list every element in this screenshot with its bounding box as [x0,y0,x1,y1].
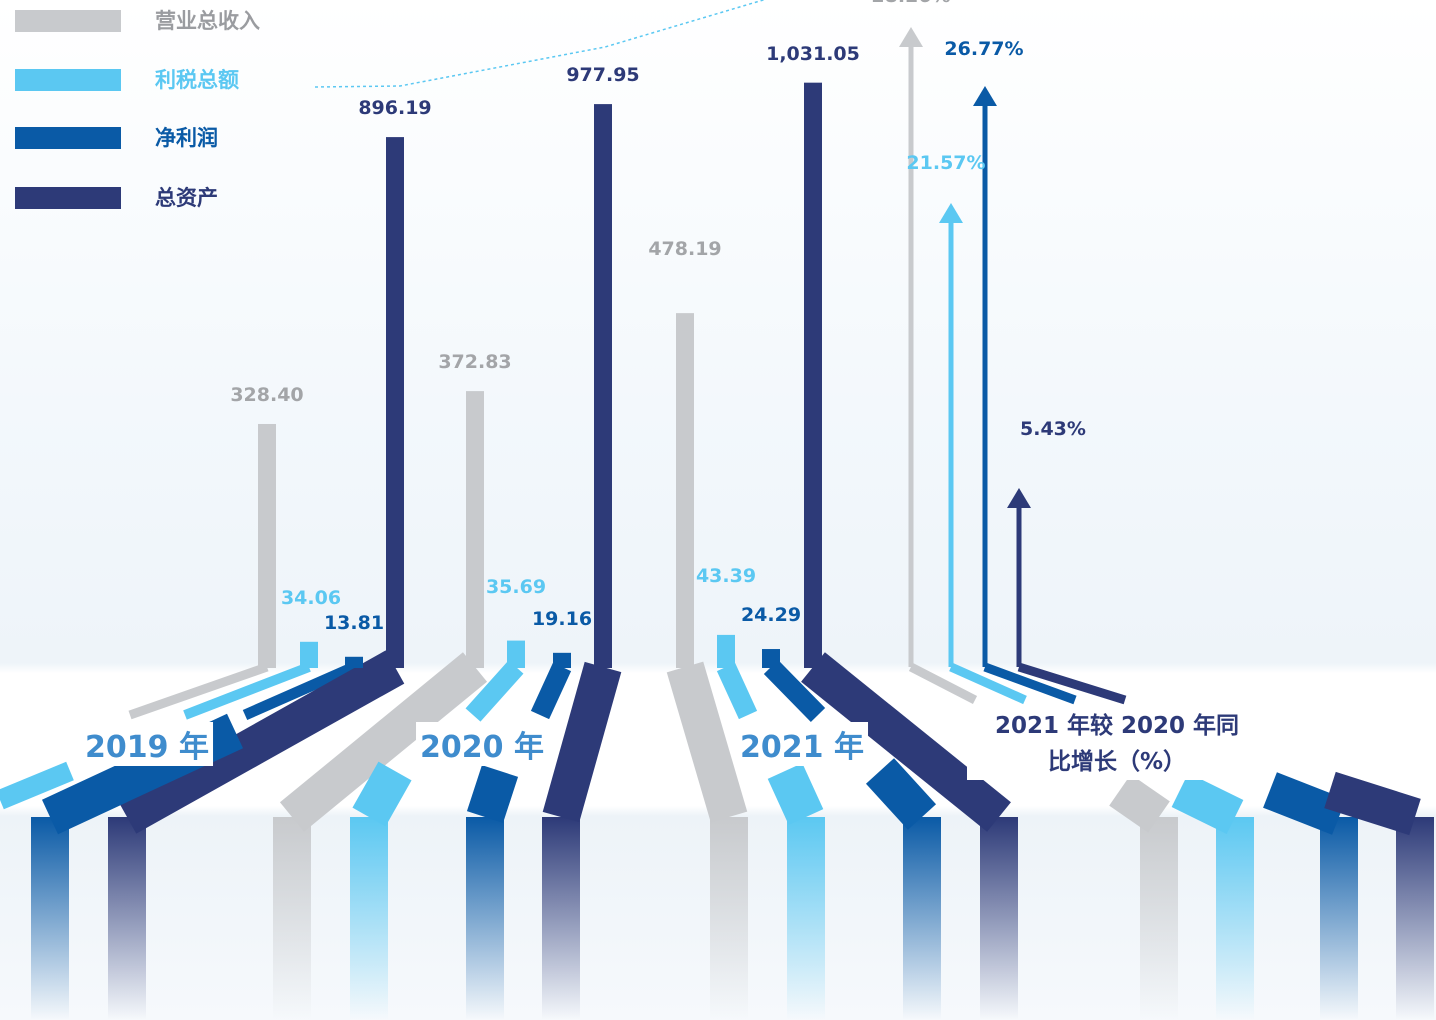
fade-column-assets [980,817,1018,1020]
growth-title: 2021 年较 2020 年同 比增长（%） [967,708,1267,780]
ribbon-layer [0,650,1434,1020]
value-label-revenue-2019: 328.40 [230,383,304,406]
bar-layer [258,82,822,669]
ribbon-2019-tax [183,662,311,720]
ribbon-2020-net-profit-lower [466,765,519,823]
bar-net-profit-2019 [345,656,363,668]
growth-arrow-head-net-profit [973,86,997,106]
value-label-assets-2021: 1,031.05 [766,42,860,65]
growth-label-tax: 21.57% [906,152,986,174]
value-label-net-profit-2019: 13.81 [323,611,385,634]
value-label-revenue-2021: 478.19 [648,238,722,261]
ribbon-growth-assets-lower [1324,771,1421,836]
ribbon-growth-revenue [908,663,978,704]
legend-label-revenue: 营业总收入 [155,9,260,33]
ribbon-2019-assets [117,650,405,834]
year-label-2021: 2021 年 [736,722,868,766]
bar-assets-2020 [594,104,612,669]
value-label-tax-2021: 43.39 [695,564,757,587]
bar-assets-2021 [804,82,822,669]
growth-title-line-1: 2021 年较 2020 年同 [994,713,1240,739]
value-label-tax-2020: 35.69 [485,575,547,598]
value-label-assets-2019: 896.19 [358,97,432,120]
ribbon-2019-tax-lower [0,761,74,810]
ribbon-2019-net-profit [242,661,357,721]
fade-column-assets [108,817,146,1020]
bar-revenue-2019 [258,423,276,668]
value-label-net-profit-2021: 24.29 [740,604,802,627]
fade-column-tax [787,817,825,1020]
bar-tax-2021 [717,634,735,668]
bar-revenue-2021 [676,313,694,668]
legend-swatch-tax [15,69,121,91]
fade-column-tax [350,817,388,1020]
fade-column-revenue [273,817,311,1020]
ribbon-2020-tax [465,660,524,722]
legend-swatch-assets [15,187,121,209]
growth-title-line-2: 比增长（%） [1047,749,1187,775]
bar-net-profit-2021 [762,649,780,668]
fade-column-net-profit [31,817,69,1020]
value-label-tax-2019: 34.06 [280,586,342,609]
bar-revenue-2020 [466,391,484,668]
legend-swatch-revenue [15,10,121,32]
bar-tax-2019 [300,641,318,668]
ribbon-2021-revenue [666,661,748,823]
bar-assets-2019 [386,137,404,668]
ribbon-2021-assets [801,652,1011,832]
growth-label-net-profit: 26.77% [944,38,1024,60]
growth-arrow-head-assets [1007,488,1031,508]
bar-net-profit-2020 [553,652,571,668]
year-label-2019: 2019 年 [81,722,213,766]
ribbon-2021-tax-lower [767,763,824,825]
legend-label-assets: 总资产 [155,186,218,210]
fade-column-assets [1396,817,1434,1020]
growth-label-assets: 5.43% [1020,418,1086,440]
value-label-net-profit-2020: 19.16 [531,607,593,630]
ribbon-growth-tax-lower [1171,772,1244,835]
ribbon-2020-assets [542,661,622,823]
bar-tax-2020 [507,640,525,668]
ribbon-2020-net-profit [530,662,572,720]
fade-column-net-profit [1320,817,1358,1020]
ribbon-growth-revenue-lower [1109,774,1170,833]
legend-label-tax: 利税总额 [155,68,239,92]
ribbon-growth-tax [949,662,1027,705]
value-label-revenue-2020: 372.83 [438,351,512,374]
growth-arrow-layer [899,27,1031,667]
fade-column-tax [1216,817,1254,1020]
legend-label-net-profit: 净利润 [155,126,218,150]
ribbon-growth-net-profit-lower [1263,772,1346,835]
legend-swatch-net-profit [15,127,121,149]
ribbon-2021-net-profit-lower [865,758,937,830]
growth-arrow-head-revenue [899,27,923,47]
trend-line-layer [314,0,766,88]
growth-arrow-head-tax [939,203,963,223]
ribbon-2019-revenue [128,662,269,720]
growth-label-revenue: 28.26% [871,0,950,7]
ribbon-2020-revenue [279,652,488,832]
fade-column-revenue [710,817,748,1020]
year-label-2020: 2020 年 [416,722,548,766]
fade-column-net-profit [903,817,941,1020]
ribbon-2021-tax [716,662,758,720]
ribbon-2021-net-profit [763,660,826,722]
fade-column-revenue [1140,817,1178,1020]
ribbon-growth-net-profit [983,662,1077,705]
trend-line [314,0,766,88]
fade-column-net-profit [466,817,504,1020]
fade-column-assets [542,817,580,1020]
ribbon-growth-assets [1017,662,1127,705]
value-label-assets-2020: 977.95 [566,64,640,87]
ribbon-2020-tax-lower [352,761,412,827]
